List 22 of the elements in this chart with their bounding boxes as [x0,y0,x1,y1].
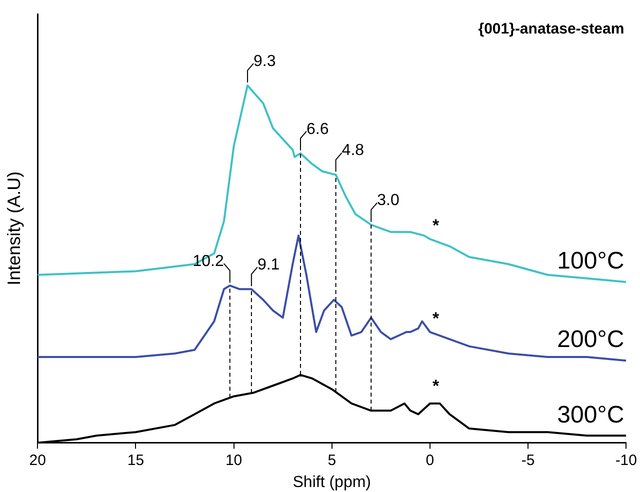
x-tick-label: -5 [521,452,535,469]
x-tick-label: 20 [29,452,46,469]
series-label: 200°C [557,326,624,354]
text: {001}-anatase-steam [478,20,624,38]
x-axis-title: Shift (ppm) [292,474,372,491]
x-tick-label: 10 [225,452,242,469]
annotation: 4.8 [342,142,364,160]
x-tick-label: 0 [426,452,434,469]
y-axis-title: Intensity (A.U) [4,171,24,286]
x-tick-label: 5 [328,452,336,469]
annotation: 9.1 [257,256,280,274]
annotation: * [432,308,440,328]
annotation: 9.3 [254,52,276,70]
series-label: 300°C [557,401,624,428]
annotation: 3.0 [377,192,400,210]
annotation: 6.6 [306,120,329,138]
x-tick-label: -10 [615,452,638,469]
annotation: * [432,216,440,235]
annotation: 10.2 [192,252,224,270]
x-tick-label: 15 [127,452,144,469]
annotation: * [432,376,440,396]
series-label: 100°C [557,248,624,275]
